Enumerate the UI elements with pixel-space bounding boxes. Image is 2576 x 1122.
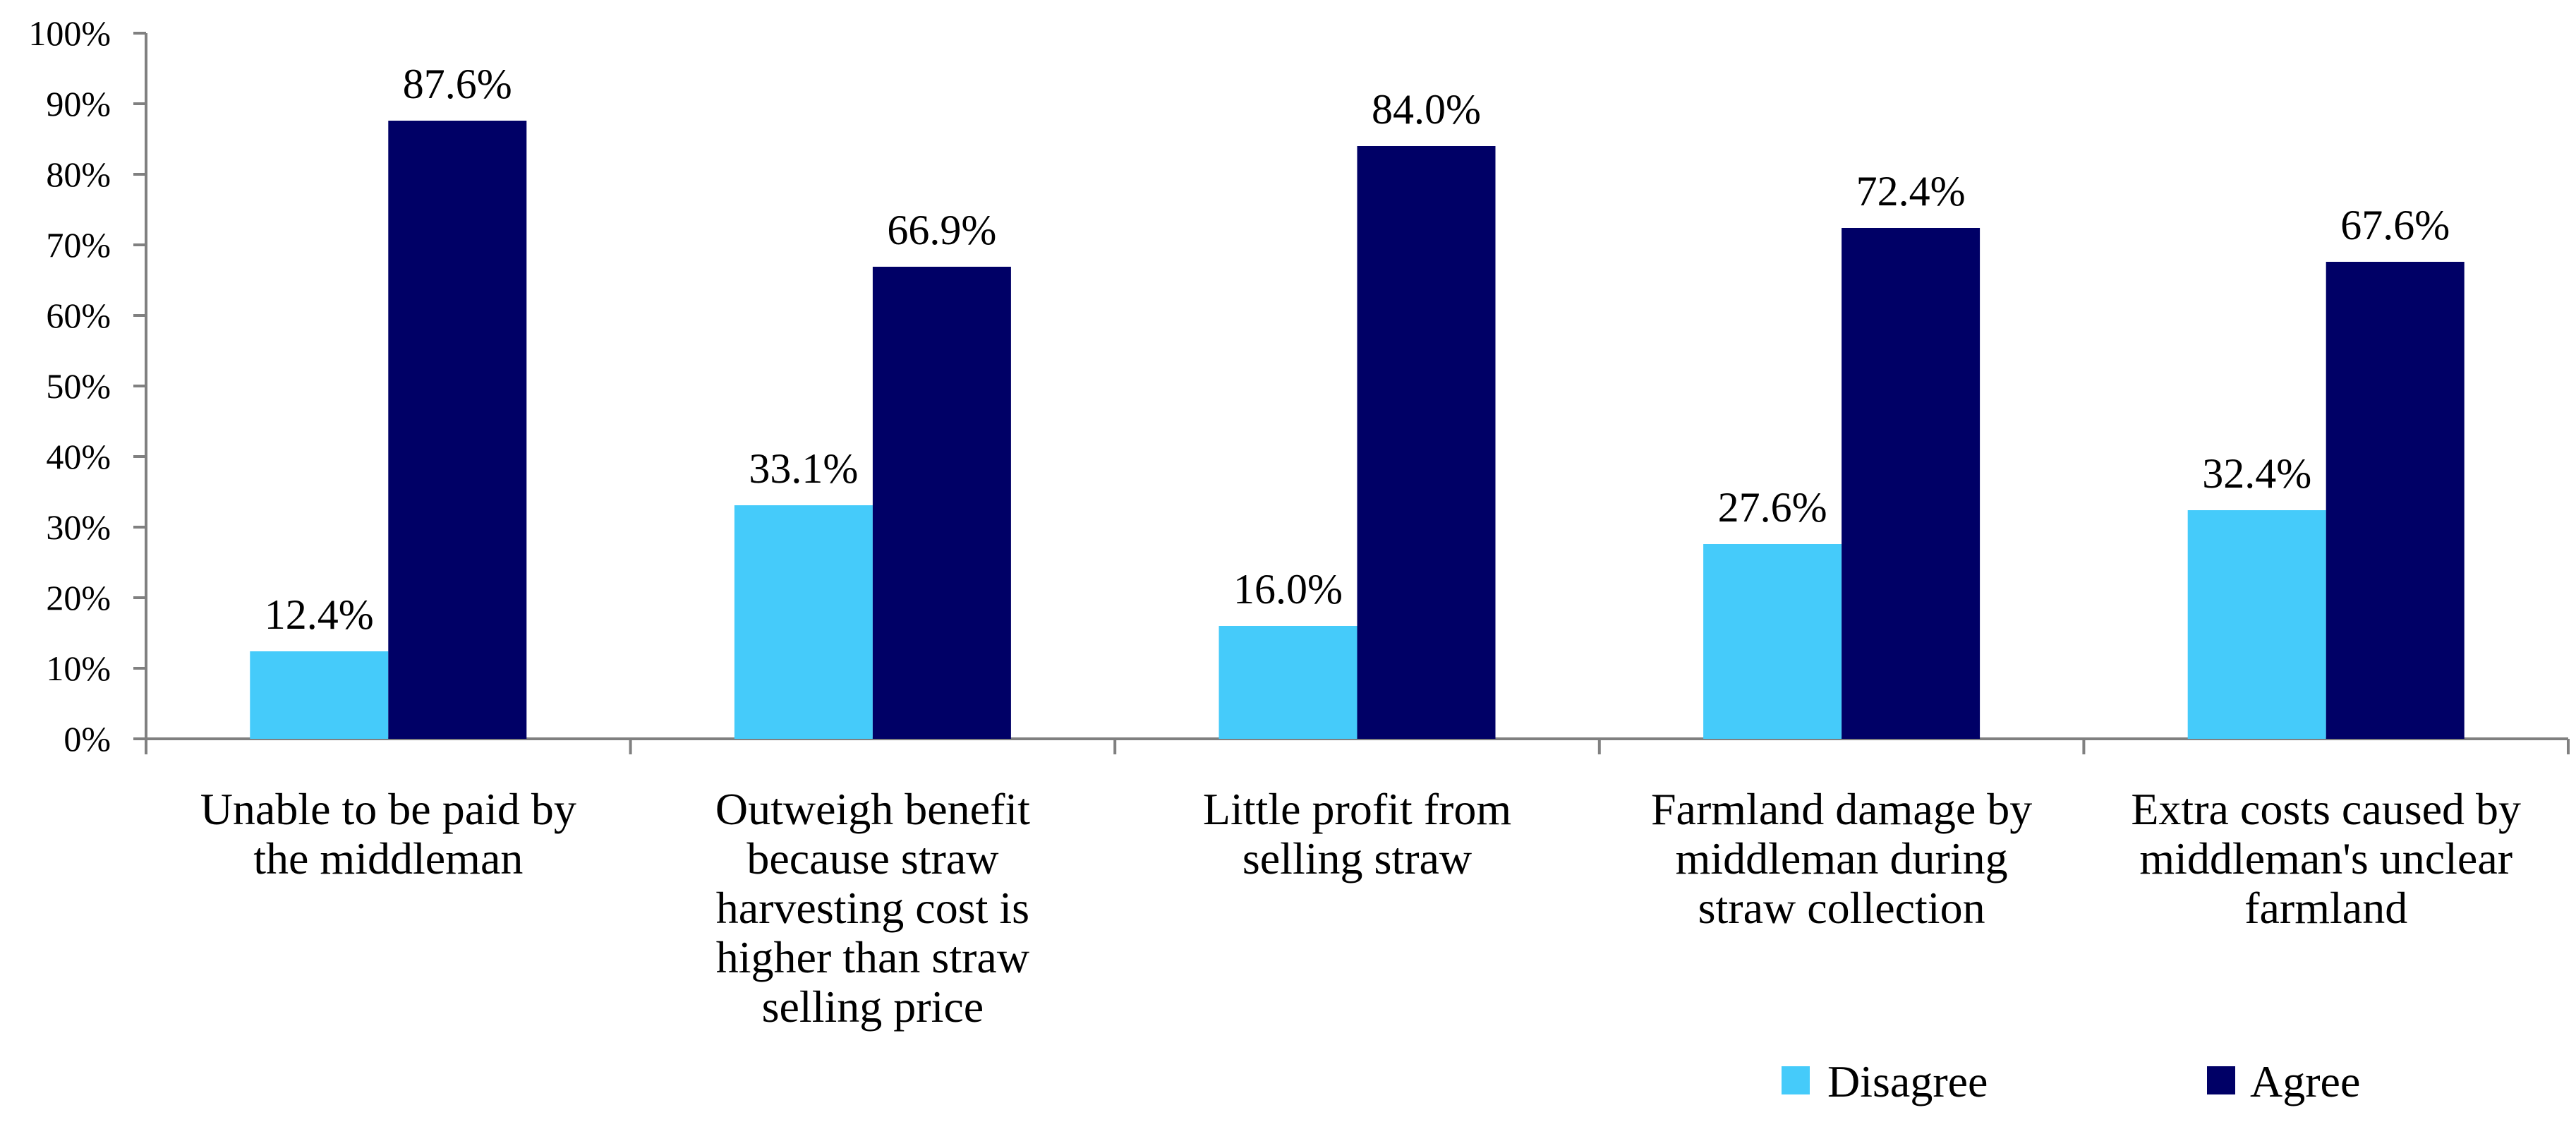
bar-disagree — [2187, 510, 2326, 739]
category-label: selling price — [762, 982, 984, 1032]
bar-agree — [872, 267, 1011, 739]
data-label-disagree: 32.4% — [2202, 450, 2311, 497]
y-axis: 0% 10% 20% 30% 40% 50% 60% 70% 80% 90% 100% — [28, 13, 147, 759]
category-label: farmland — [2244, 883, 2407, 933]
data-label-disagree: 33.1% — [749, 445, 858, 492]
data-label-agree: 66.9% — [887, 207, 996, 253]
category-label: selling straw — [1242, 833, 1472, 883]
bar-disagree — [1703, 544, 1842, 739]
data-label-agree: 67.6% — [2340, 202, 2450, 248]
legend-label-agree: Agree — [2250, 1056, 2360, 1106]
category-label: Unable to be paid by — [200, 784, 576, 834]
category-label: Extra costs caused by — [2131, 784, 2521, 834]
y-tick-label: 80% — [46, 155, 111, 194]
category-label: Little profit from — [1203, 784, 1511, 834]
legend-swatch-agree — [2207, 1066, 2235, 1094]
data-label-disagree: 12.4% — [265, 591, 374, 638]
category-label: harvesting cost is — [716, 883, 1029, 933]
y-tick-label: 30% — [46, 507, 111, 547]
y-tick-label: 20% — [46, 578, 111, 617]
data-label-disagree: 27.6% — [1718, 484, 1827, 531]
category-label: middleman during — [1676, 833, 2008, 883]
y-tick-label: 90% — [46, 84, 111, 123]
bar-agree — [388, 121, 527, 739]
legend-swatch-disagree — [1782, 1066, 1810, 1094]
y-tick-label: 100% — [28, 13, 111, 53]
category-label: middleman's unclear — [2139, 833, 2512, 883]
category-label: the middleman — [253, 833, 523, 883]
category-label: because straw — [746, 833, 998, 883]
y-tick-label: 60% — [46, 296, 111, 335]
y-tick-label: 40% — [46, 437, 111, 476]
bar-agree — [1357, 146, 1496, 739]
y-tick-label: 70% — [46, 225, 111, 265]
bar-agree — [1842, 228, 1981, 739]
y-tick-label: 0% — [64, 719, 111, 759]
y-tick-label: 50% — [46, 366, 111, 406]
legend-label-disagree: Disagree — [1827, 1056, 1988, 1106]
legend: Disagree Agree — [1782, 1056, 2360, 1106]
data-label-agree: 84.0% — [1372, 86, 1481, 133]
data-label-disagree: 16.0% — [1233, 566, 1343, 613]
data-label-agree: 72.4% — [1856, 168, 1966, 215]
bar-disagree — [1219, 626, 1357, 739]
category-label: Farmland damage by — [1651, 784, 2032, 834]
bar-agree — [2326, 262, 2465, 739]
bars — [250, 121, 2465, 739]
data-label-agree: 87.6% — [403, 61, 512, 107]
category-label: higher than straw — [716, 932, 1029, 982]
category-label: straw collection — [1698, 883, 1985, 933]
x-axis — [145, 737, 2570, 754]
bar-disagree — [250, 651, 389, 739]
bar-disagree — [734, 505, 873, 739]
y-tick-label: 10% — [46, 649, 111, 688]
category-label: Outweigh benefit — [715, 784, 1030, 834]
data-labels: 12.4% 87.6% 33.1% 66.9% 16.0% 84.0% 27.6% 72.4%… — [265, 61, 2450, 638]
